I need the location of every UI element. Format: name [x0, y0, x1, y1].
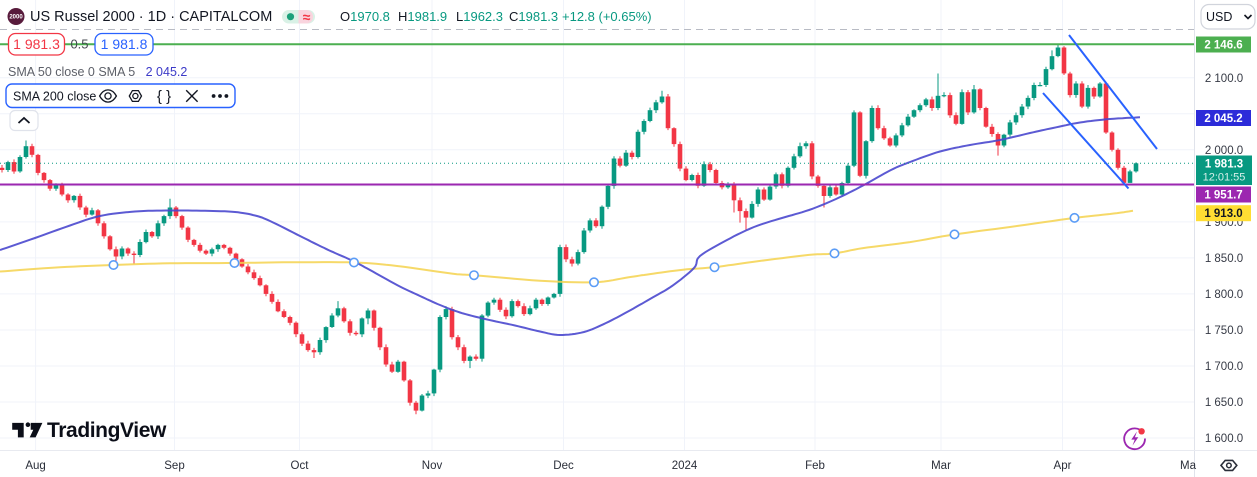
svg-text:2 045.2: 2 045.2 — [1204, 113, 1242, 125]
svg-text:Apr: Apr — [1054, 460, 1072, 472]
svg-text:2 146.6: 2 146.6 — [1204, 40, 1242, 52]
svg-text:Mar: Mar — [931, 460, 951, 472]
svg-text:TradingView: TradingView — [47, 419, 167, 442]
svg-text:0.5: 0.5 — [70, 37, 88, 52]
svg-text:1 850.0: 1 850.0 — [1205, 253, 1243, 265]
svg-text:1 750.0: 1 750.0 — [1205, 325, 1243, 337]
svg-text:12:01:55: 12:01:55 — [1203, 172, 1246, 184]
svg-text:Sep: Sep — [164, 460, 184, 472]
svg-text:SMA 50 close 0 SMA 5 2 045.2: SMA 50 close 0 SMA 5 2 045.2 — [8, 65, 187, 79]
svg-text:{ }: { } — [157, 88, 171, 105]
svg-text:Feb: Feb — [805, 460, 825, 472]
svg-text:2 100.0: 2 100.0 — [1205, 73, 1243, 85]
svg-text:1 981.8: 1 981.8 — [101, 36, 148, 52]
svg-text:US Russel 2000 · 1D · CAPITALC: US Russel 2000 · 1D · CAPITALCOM — [30, 9, 272, 25]
svg-text:≈: ≈ — [303, 9, 311, 25]
svg-text:Oct: Oct — [291, 460, 310, 472]
svg-text:C1981.3: C1981.3 — [509, 9, 558, 24]
svg-text:Ma: Ma — [1180, 460, 1197, 472]
svg-text:Aug: Aug — [25, 460, 45, 472]
svg-text:2 000.0: 2 000.0 — [1205, 145, 1243, 157]
svg-text:1 650.0: 1 650.0 — [1205, 397, 1243, 409]
svg-text:Dec: Dec — [553, 460, 574, 472]
svg-text:L1962.3: L1962.3 — [456, 9, 503, 24]
svg-text:1 913.0: 1 913.0 — [1204, 208, 1242, 220]
svg-text:1 700.0: 1 700.0 — [1205, 361, 1243, 373]
svg-text:+12.8 (+0.65%): +12.8 (+0.65%) — [562, 9, 652, 24]
svg-text:SMA 200 close: SMA 200 close — [13, 89, 96, 103]
svg-text:1 981.3: 1 981.3 — [1205, 159, 1243, 171]
svg-text:H1981.9: H1981.9 — [398, 9, 447, 24]
svg-text:1 981.3: 1 981.3 — [13, 36, 60, 52]
svg-text:1 951.7: 1 951.7 — [1204, 190, 1242, 202]
svg-text:1 800.0: 1 800.0 — [1205, 289, 1243, 301]
svg-text:O1970.8: O1970.8 — [340, 9, 390, 24]
svg-text:2000: 2000 — [9, 15, 23, 21]
svg-text:2024: 2024 — [672, 460, 698, 472]
svg-text:USD: USD — [1206, 10, 1232, 24]
svg-text:1 600.0: 1 600.0 — [1205, 433, 1243, 445]
svg-text:Nov: Nov — [422, 460, 443, 472]
